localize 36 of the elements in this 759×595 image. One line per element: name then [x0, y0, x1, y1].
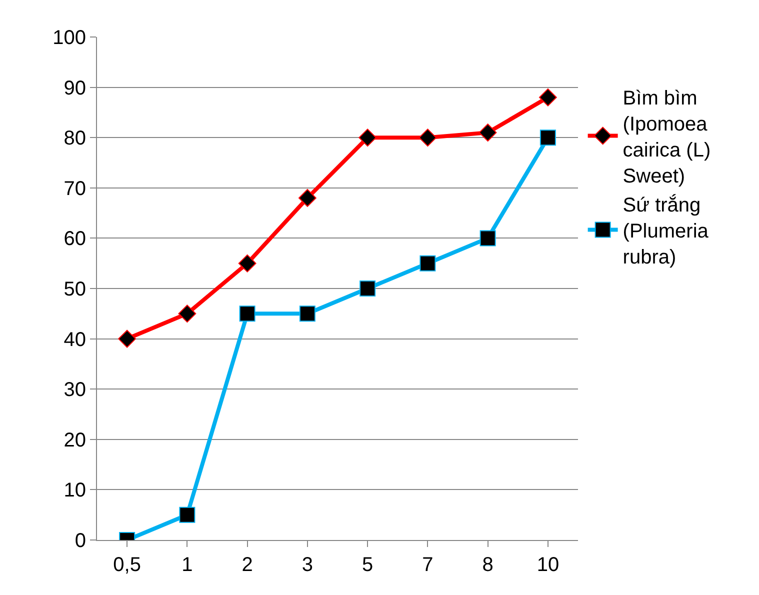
- y-tick-label: 40: [64, 328, 86, 351]
- x-tick-label: 5: [362, 554, 374, 576]
- y-tick-label: 50: [64, 278, 86, 300]
- x-tick-label: 7: [422, 554, 434, 576]
- y-tick-label: 30: [64, 379, 86, 402]
- point: [480, 230, 496, 246]
- point: [179, 506, 196, 523]
- point: [420, 255, 436, 272]
- x-tick-label: 8: [482, 554, 494, 576]
- point: [360, 280, 376, 296]
- x-tick-label: 10: [536, 554, 560, 576]
- point: [178, 304, 196, 323]
- y-tick-label: 100: [52, 27, 86, 49]
- point: [540, 130, 556, 146]
- point: [298, 189, 316, 207]
- point: [239, 306, 256, 322]
- point: [538, 88, 557, 106]
- y-tick-label: 70: [64, 178, 86, 200]
- point: [238, 254, 256, 272]
- point: [299, 306, 316, 322]
- y-tick-label: 60: [64, 228, 86, 250]
- legend-label: Sứ trắng (Plumeria rubra): [622, 194, 710, 269]
- point: [478, 124, 497, 142]
- y-tick-label: 80: [64, 128, 86, 150]
- point: [118, 330, 136, 348]
- legend-label: Bìm bìm (Ipomoea cairica (L) Sweet): [622, 88, 711, 188]
- x-tick-label: 3: [302, 554, 314, 576]
- y-tick-label: 10: [64, 480, 86, 502]
- x-tick-label: 2: [242, 554, 253, 576]
- y-tick-label: 90: [64, 77, 86, 100]
- point: [358, 128, 377, 147]
- y-tick-label: 0: [74, 530, 86, 552]
- point: [418, 128, 437, 147]
- x-tick-label: 0,5: [113, 554, 141, 576]
- x-tick-label: 1: [182, 554, 193, 576]
- y-tick-label: 20: [64, 429, 86, 452]
